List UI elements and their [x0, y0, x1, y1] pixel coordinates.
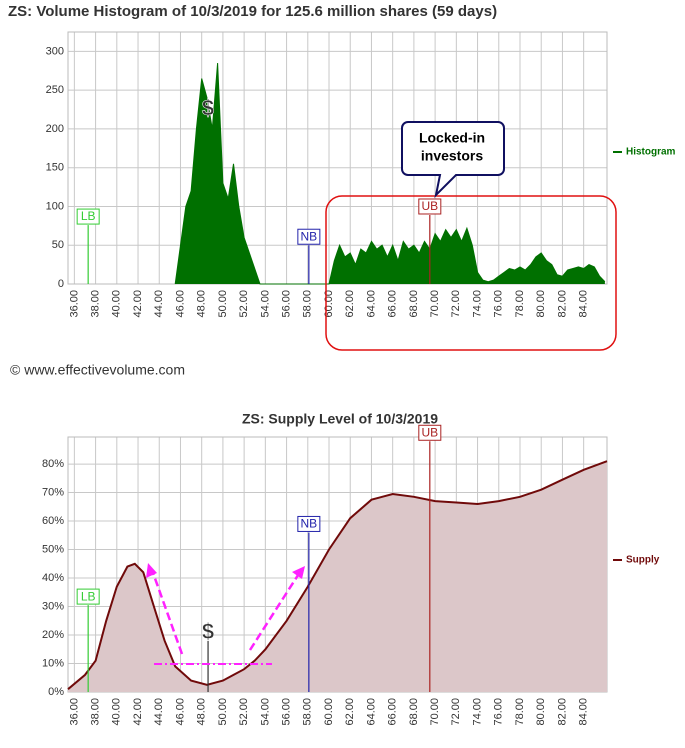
x-tick-label: 84.00: [578, 698, 590, 726]
legend-label: Supply: [626, 555, 660, 566]
x-tick-label: 46.00: [174, 290, 186, 318]
arrow-head: [292, 566, 305, 579]
marker-label: UB: [421, 199, 438, 213]
series-line: [174, 62, 606, 285]
y-tick-label: 0%: [48, 686, 64, 698]
chart-title: ZS: Volume Histogram of 10/3/2019 for 12…: [8, 3, 497, 20]
y-tick-label: 150: [46, 162, 64, 174]
x-tick-label: 52.00: [238, 290, 250, 318]
plot-frame: [67, 31, 608, 285]
x-tick-label: 84.00: [578, 290, 590, 318]
x-tick-label: 72.00: [450, 290, 462, 318]
x-tick-label: 54.00: [259, 698, 271, 726]
callout-text: investors: [421, 148, 483, 164]
y-tick-label: 30%: [42, 600, 64, 612]
y-tick-label: 250: [46, 84, 64, 96]
marker-label: LB: [81, 589, 96, 603]
highlight-box: [325, 195, 617, 351]
y-tick-label: 40%: [42, 572, 64, 584]
y-tick-label: 10%: [42, 657, 64, 669]
x-tick-label: 82.00: [556, 290, 568, 318]
x-tick-label: 48.00: [196, 698, 208, 726]
y-tick-label: 300: [46, 45, 64, 57]
marker-label: $: [202, 95, 214, 120]
x-tick-label: 44.00: [153, 290, 165, 318]
y-tick-label: 200: [46, 123, 64, 135]
x-tick-label: 80.00: [535, 698, 547, 726]
y-tick-label: 80%: [42, 458, 64, 470]
x-tick-label: 36.00: [68, 698, 80, 726]
arrow-head: [146, 563, 157, 578]
x-tick-label: 42.00: [132, 698, 144, 726]
marker-box: [76, 588, 100, 605]
x-tick-label: 76.00: [493, 290, 505, 318]
y-tick-label: 0: [58, 278, 64, 290]
x-tick-label: 78.00: [514, 290, 526, 318]
x-tick-label: 76.00: [493, 698, 505, 726]
marker-label: NB: [301, 517, 318, 531]
y-tick-label: 100: [46, 200, 64, 212]
x-tick-label: 38.00: [89, 698, 101, 726]
marker-label: LB: [81, 209, 96, 223]
legend-label: Histogram: [626, 147, 676, 158]
x-tick-label: 82.00: [556, 698, 568, 726]
x-tick-label: 64.00: [365, 290, 377, 318]
x-tick-label: 56.00: [280, 290, 292, 318]
x-tick-label: 70.00: [429, 698, 441, 726]
x-tick-label: 50.00: [217, 290, 229, 318]
marker-box: [418, 198, 442, 215]
x-tick-label: 62.00: [344, 698, 356, 726]
x-tick-label: 68.00: [408, 290, 420, 318]
y-tick-label: 20%: [42, 629, 64, 641]
x-tick-label: 54.00: [259, 290, 271, 318]
copyright: © www.effectivevolume.com: [10, 362, 185, 378]
x-tick-label: 58.00: [302, 698, 314, 726]
marker-box: [297, 228, 321, 245]
x-tick-label: 36.00: [68, 290, 80, 318]
marker-label: UB: [421, 425, 438, 439]
x-tick-label: 50.00: [217, 698, 229, 726]
area-fill: [68, 461, 607, 692]
x-tick-label: 52.00: [238, 698, 250, 726]
x-tick-label: 74.00: [471, 698, 483, 726]
x-tick-label: 44.00: [153, 698, 165, 726]
x-tick-label: 66.00: [387, 290, 399, 318]
y-tick-label: 60%: [42, 515, 64, 527]
marker-box: [418, 424, 442, 441]
x-tick-label: 40.00: [111, 290, 123, 318]
x-tick-label: 38.00: [89, 290, 101, 318]
arrow: [248, 571, 302, 651]
x-tick-label: 46.00: [174, 698, 186, 726]
x-tick-label: 80.00: [535, 290, 547, 318]
chart-title: ZS: Supply Level of 10/3/2019: [242, 411, 438, 427]
x-tick-label: 58.00: [302, 290, 314, 318]
marker-label: NB: [301, 229, 318, 243]
x-tick-label: 70.00: [429, 290, 441, 318]
x-tick-label: 78.00: [514, 698, 526, 726]
overlay: [146, 563, 305, 665]
x-tick-label: 74.00: [471, 290, 483, 318]
x-tick-label: 64.00: [365, 698, 377, 726]
x-tick-label: 62.00: [344, 290, 356, 318]
x-tick-label: 60.00: [323, 698, 335, 726]
marker-box: [76, 208, 100, 225]
y-tick-label: 70%: [42, 486, 64, 498]
marker-label: $: [202, 619, 214, 644]
y-tick-label: 50: [52, 239, 64, 251]
x-tick-label: 48.00: [196, 290, 208, 318]
x-tick-label: 72.00: [450, 698, 462, 726]
series-line: [67, 460, 608, 690]
arrow: [150, 569, 184, 655]
callout-bubble: [401, 121, 505, 199]
marker-box: [297, 515, 321, 532]
x-tick-label: 42.00: [132, 290, 144, 318]
x-tick-label: 60.00: [323, 290, 335, 318]
x-tick-label: 40.00: [111, 698, 123, 726]
y-tick-label: 50%: [42, 543, 64, 555]
x-tick-label: 66.00: [387, 698, 399, 726]
x-tick-label: 68.00: [408, 698, 420, 726]
callout-text: Locked-in: [419, 130, 485, 146]
x-tick-label: 56.00: [280, 698, 292, 726]
